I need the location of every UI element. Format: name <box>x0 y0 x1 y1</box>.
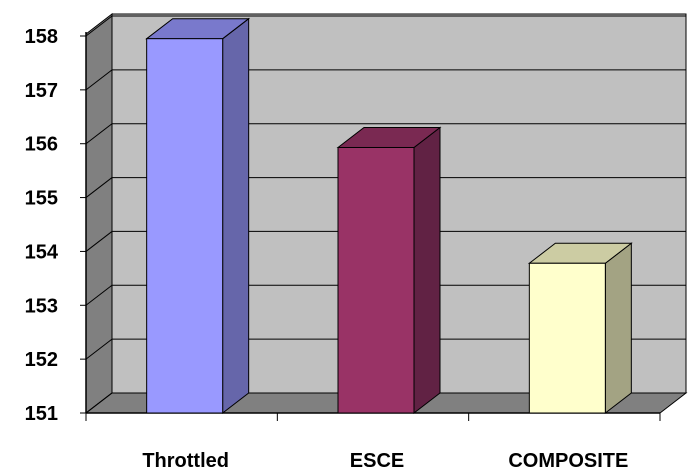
side-wall <box>85 12 113 415</box>
bar-front <box>146 38 224 414</box>
gridline-side <box>85 338 113 360</box>
y-tick-labels: 151 152 153 154 155 156 157 158 <box>25 26 59 425</box>
gridline-side <box>85 15 113 37</box>
x-category-label: COMPOSITE <box>508 450 628 472</box>
y-tick-label: 155 <box>25 188 58 210</box>
bar-side <box>413 126 441 415</box>
bar-throttled <box>145 17 251 415</box>
bar-front <box>528 262 606 414</box>
bar-front <box>337 146 415 414</box>
bar-esce <box>336 126 442 415</box>
gridline-side <box>85 392 113 414</box>
gridline-side <box>85 231 113 252</box>
bars <box>145 17 633 415</box>
gridline-side <box>85 284 113 306</box>
x-category-label: ESCE <box>350 450 404 472</box>
gridline-side <box>85 123 113 145</box>
y-tick-label: 156 <box>25 134 58 156</box>
bar-side <box>604 242 632 415</box>
gridline-side <box>85 69 113 91</box>
bar-composite <box>527 242 633 415</box>
bar-side <box>222 17 250 415</box>
gridline-side <box>85 177 113 198</box>
y-tick-label: 158 <box>25 26 58 48</box>
y-tick-label: 154 <box>25 241 59 263</box>
y-tick-label: 152 <box>25 349 58 371</box>
y-tick-label: 151 <box>25 403 58 425</box>
y-tick-label: 153 <box>25 295 58 317</box>
x-category-label: Throttled <box>142 450 229 472</box>
category-labels: Throttled ESCE COMPOSITE <box>142 450 628 472</box>
y-tick-label: 157 <box>25 80 58 102</box>
